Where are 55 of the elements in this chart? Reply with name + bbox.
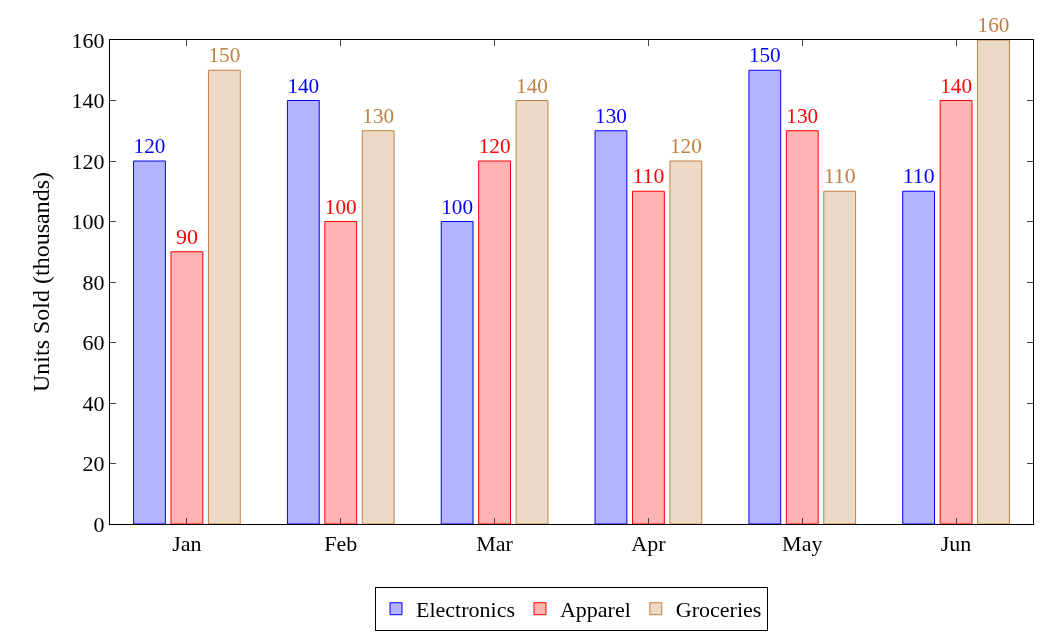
x-tick-label: May (782, 531, 823, 557)
x-tick-label: Feb (324, 531, 358, 557)
data-label: 140 (516, 73, 548, 98)
data-label: 160 (977, 13, 1010, 38)
data-label: 100 (441, 194, 474, 219)
y-tick-label: 60 (82, 330, 105, 356)
bar (440, 221, 474, 524)
y-tick-label: 120 (71, 148, 105, 174)
legend-label: Apparel (559, 597, 631, 623)
bar (133, 160, 166, 524)
legend-label: Electronics (416, 597, 515, 623)
bar (207, 69, 241, 524)
bar (785, 130, 819, 524)
bar (515, 100, 549, 524)
y-tick-label: 40 (82, 390, 105, 416)
x-tick-label: Apr (631, 531, 667, 557)
data-label: 130 (595, 103, 627, 128)
bar (748, 69, 782, 524)
data-label: 110 (823, 164, 856, 189)
y-tick-label: 100 (71, 209, 105, 235)
bar (361, 130, 395, 524)
y-tick-label: 140 (71, 88, 105, 114)
bar (632, 190, 665, 524)
legend-label: Groceries (675, 597, 762, 623)
data-label: 110 (632, 164, 665, 189)
bar (823, 190, 857, 524)
data-label: 140 (940, 73, 972, 98)
y-tick-label: 0 (93, 511, 105, 537)
data-label: 150 (208, 43, 241, 68)
bar (478, 160, 511, 524)
data-label: 110 (902, 164, 935, 189)
x-tick-label: Jun (940, 531, 972, 557)
data-label: 150 (748, 43, 781, 68)
bar (669, 160, 703, 524)
data-label: 120 (133, 134, 166, 159)
bar (902, 190, 936, 524)
bar (324, 221, 358, 524)
bar (286, 100, 320, 524)
data-label: 120 (669, 134, 702, 159)
data-label: 130 (362, 103, 395, 128)
bar (170, 251, 204, 524)
x-tick-label: Mar (476, 531, 514, 557)
y-tick-label: 20 (82, 451, 105, 477)
data-label: 100 (324, 194, 357, 219)
y-tick-label: 80 (82, 269, 105, 295)
data-label: 90 (175, 223, 198, 249)
y-tick-label: 160 (71, 27, 105, 53)
bar (594, 130, 628, 524)
x-tick-label: Jan (172, 531, 202, 557)
bar (939, 100, 973, 524)
data-label: 130 (786, 103, 819, 128)
y-axis-title: Units Sold (thousands) (27, 171, 54, 393)
bar (977, 40, 1010, 524)
data-label: 120 (478, 134, 511, 159)
data-label: 140 (287, 73, 320, 98)
